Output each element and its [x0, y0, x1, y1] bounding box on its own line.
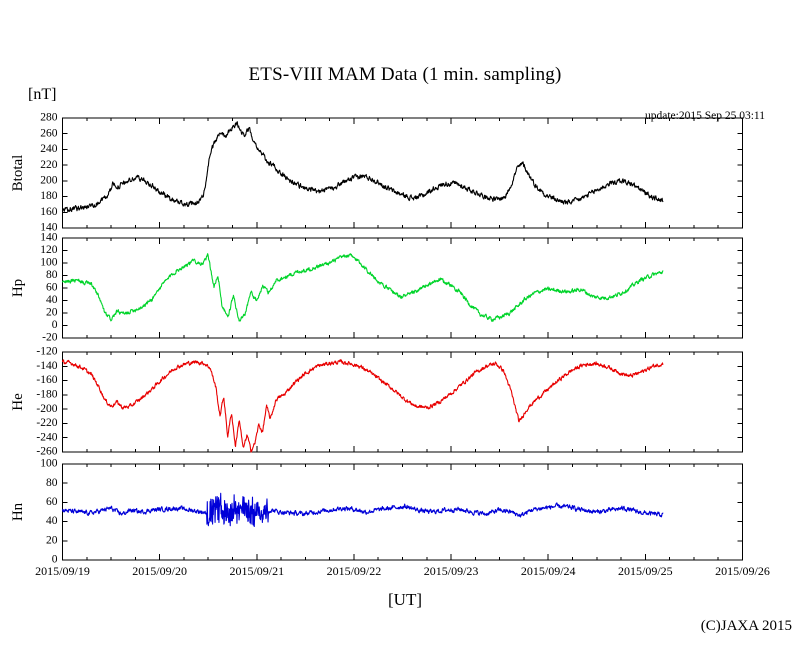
- x-tick-label: 2015/09/26: [715, 564, 770, 578]
- y-tick-label: 20: [46, 534, 58, 546]
- y-tick-label: 160: [40, 206, 58, 218]
- trace-btotal: [61, 121, 664, 213]
- y-tick-label: 60: [46, 496, 58, 508]
- x-tick-label: 2015/09/24: [521, 564, 576, 578]
- y-tick-label: 40: [46, 515, 58, 527]
- update-timestamp: update:2015 Sep 25 03:11: [645, 110, 765, 122]
- x-tick-label: 2015/09/22: [327, 564, 382, 578]
- y-tick-label: -160: [36, 374, 57, 386]
- x-tick-label: 2015/09/20: [132, 564, 187, 578]
- y-tick-label: -240: [36, 431, 57, 443]
- y-tick-label: 180: [40, 190, 58, 202]
- y-tick-label: -200: [36, 403, 57, 415]
- y-tick-label: -220: [36, 417, 57, 429]
- y-tick-label: 0: [52, 554, 58, 566]
- y-tick-label: 140: [40, 222, 58, 234]
- y-tick-label: 40: [46, 294, 58, 306]
- y-tick-label: 0: [52, 319, 58, 331]
- y-tick-label: 80: [46, 269, 58, 281]
- x-tick-label: 2015/09/25: [618, 564, 673, 578]
- copyright-notice: (C)JAXA 2015: [700, 618, 792, 634]
- y-tick-label: 260: [40, 127, 58, 139]
- y-tick-label: 100: [40, 458, 58, 470]
- y-tick-label: -140: [36, 360, 57, 372]
- y-tick-label: -260: [36, 446, 57, 458]
- panel-label-hn: Hn: [10, 502, 26, 521]
- panel-label-btotal: Btotal: [10, 155, 26, 192]
- y-tick-label: 280: [40, 112, 58, 124]
- y-tick-label: 120: [40, 244, 58, 256]
- x-axis-label: [UT]: [388, 590, 422, 609]
- trace-hn: [61, 492, 664, 528]
- trace-hp: [61, 253, 664, 322]
- x-tick-label: 2015/09/21: [229, 564, 284, 578]
- y-tick-label: -120: [36, 346, 57, 358]
- y-tick-label: 20: [46, 307, 58, 319]
- trace-he: [61, 359, 664, 453]
- x-tick-label: 2015/09/23: [424, 564, 479, 578]
- y-tick-label: 60: [46, 282, 58, 294]
- y-tick-label: 80: [46, 477, 58, 489]
- y-tick-label: -20: [42, 332, 58, 344]
- y-unit-label: [nT]: [28, 86, 57, 103]
- y-tick-label: -180: [36, 388, 57, 400]
- y-tick-label: 200: [40, 174, 58, 186]
- y-tick-label: 240: [40, 143, 58, 155]
- y-tick-label: 220: [40, 159, 58, 171]
- panel-label-he: He: [10, 393, 26, 411]
- page-title: ETS-VIII MAM Data (1 min. sampling): [248, 64, 562, 85]
- y-tick-label: 100: [40, 257, 58, 269]
- x-tick-label: 2015/09/19: [35, 564, 90, 578]
- panel-label-hp: Hp: [10, 279, 26, 297]
- y-tick-label: 140: [40, 232, 58, 244]
